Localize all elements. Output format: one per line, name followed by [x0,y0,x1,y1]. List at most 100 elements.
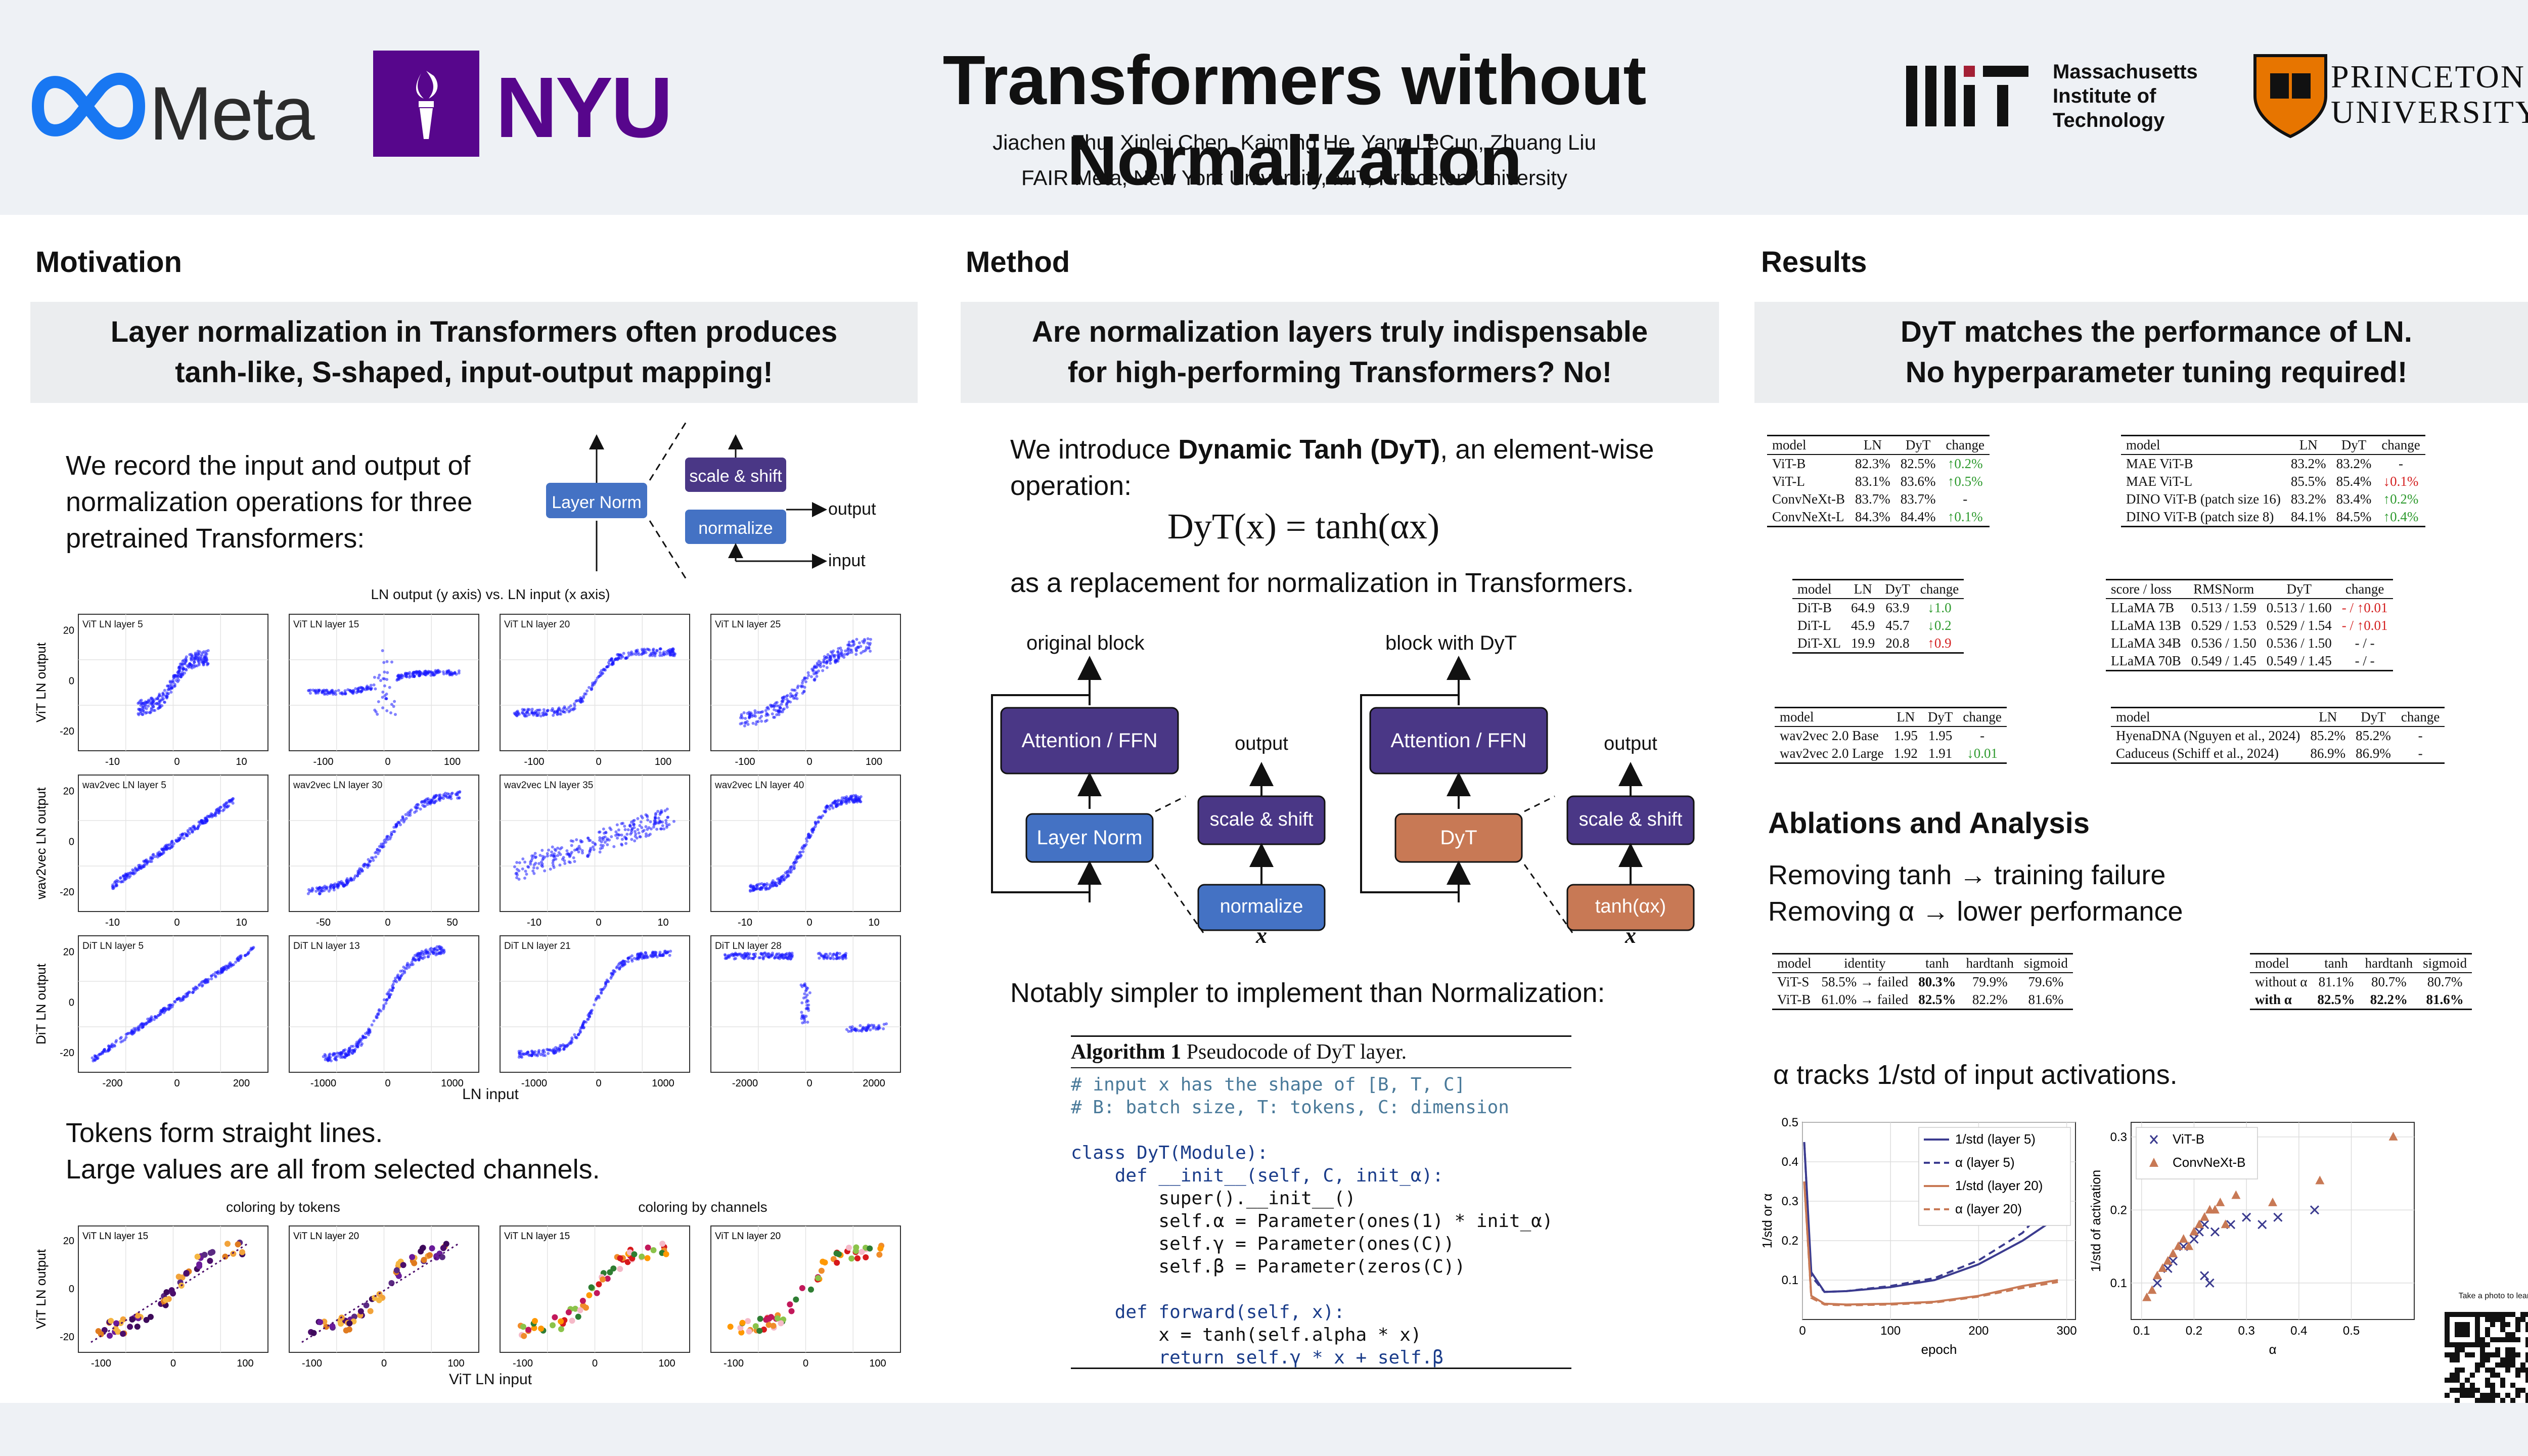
colored-panel-label: ViT LN layer 20 [715,1231,781,1242]
x-tick-label: 0 [806,917,812,928]
ablation-heading: Ablations and Analysis [1768,807,2090,840]
table-cell: 82.2% [1961,991,2019,1010]
table-cell: 86.9% [2351,745,2396,764]
colored-panel-label: ViT LN layer 15 [504,1231,570,1242]
table-cell: 82.5% [2312,991,2360,1010]
qr-finder-core [2455,1322,2470,1337]
table-row: ConvNeXt-L 84.3% 84.4% ↑0.1% [1767,508,1990,527]
table-header: LN [2285,435,2331,455]
table-cell: 45.7 [1885,618,1910,633]
colored-scatter-row: ViT LN layer 15 -100 0 100 20 0 -20 ViT LN laye… [30,1216,925,1383]
x-tick-label: 100 [658,1358,675,1369]
ln-scatter-points [513,807,675,881]
x-tick-label: 0 [806,756,812,767]
block-diagram-svg [991,656,1695,933]
motivation-banner-line1: Layer normalization in Transformers ofte… [110,315,838,348]
scatter-point [2258,1220,2267,1230]
motivation-text: We record the input and output of normal… [66,450,473,554]
table-header: tanh [1913,953,1961,973]
series-line [1803,1142,2059,1293]
x-tick-label: 0 [174,917,179,928]
ln-scatter-points [748,794,863,893]
table-row: with α 82.5% 82.2% 81.6% [2250,991,2472,1010]
x-tick-label: -100 [313,756,333,767]
table-cell: 58.5% → failed [1821,974,1909,989]
simpler-text: Notably simpler to implement than Normal… [1010,978,1605,1008]
table-cell: wav2vec 2.0 Base [1780,728,1879,743]
meta-infinity-icon [31,73,146,140]
table-cell: ConvNeXt-B [1772,491,1845,507]
code-line: def forward(self, x): [1071,1302,1345,1323]
table-cell: 83.4% [2336,491,2372,507]
ln-panel-label: DiT LN layer 5 [82,941,144,951]
table-row: without α 81.1% 80.7% 80.7% [2250,973,2472,991]
table-row: HyenaDNA (Nguyen et al., 2024) 85.2% 85.2%… [2111,726,2445,745]
table-header: DyT [2331,435,2377,455]
table-cell: LLaMA 13B [2111,618,2181,633]
poster-title: Transformers without Normalization [942,41,1647,200]
token-line [91,1243,248,1343]
table-header: DyT [1895,435,1941,455]
y-tick-label: 0 [69,997,74,1008]
motivation-banner: Layer normalization in Transformers ofte… [30,302,918,403]
table-cell: - [2396,745,2445,764]
table-cell: - [2399,456,2404,471]
wav2vec-results-table: model LN DyT change wav2vec 2.0 Base 1.95 1.95… [1775,707,2007,764]
table-dna: model LN DyT change HyenaDNA (Nguyen et al.,… [2111,707,2445,764]
table-cell: DINO ViT-B (patch size 16) [2126,491,2281,507]
scatter-point [2184,1241,2194,1250]
motivation-heading: Motivation [35,246,182,279]
scatter-point [2273,1212,2283,1222]
y-tick-label: 0.1 [1782,1273,1798,1287]
table-row: LLaMA 70B 0.549 / 1.45 0.549 / 1.45- / - [2106,652,2393,671]
table-header: model [1772,953,1817,973]
algorithm-title-bold: Algorithm 1 [1071,1040,1182,1064]
table-cell: ViT-B [1772,991,1817,1010]
table-header: hardtanh [1961,953,2019,973]
table-cell: ↓1.0 [1927,600,1952,615]
table-cell: ↓0.1% [2383,474,2419,489]
meta-logo: Meta [28,61,351,156]
nyu-wordmark: NYU [495,60,673,156]
table-header: hardtanh [2360,953,2418,973]
y-tick-label: 20 [63,786,74,797]
table-header: DyT [2351,707,2396,727]
table-cell: 84.1% [2285,508,2331,527]
x-tick-label: -1000 [521,1078,547,1089]
code-line [1071,1119,1571,1142]
y-tick-label: 0.3 [1782,1195,1798,1208]
legend-label: 1/std (layer 20) [1955,1178,2043,1193]
x-tick-label: -100 [735,756,755,767]
princeton-shield-icon [2253,54,2327,139]
legend: ViT-B ConvNeXt-B [2136,1127,2258,1179]
alpha-line-chart-svg: 0.1 0.2 0.3 0.4 0.5 0 100 200 300 epoch 1/std or α… [1759,1116,2077,1357]
x-tick-label: 100 [237,1358,253,1369]
x-tick-label: 0 [174,756,179,767]
table-cell: 83.2% [2290,491,2326,507]
scatter-point [2205,1278,2215,1288]
table-cell: 1.95 [1928,728,1953,743]
table-header: LN [1850,435,1895,455]
table-cell: 79.9% [1972,974,2008,989]
scatter-point [2179,1234,2188,1243]
ln-scatter-points [739,637,873,727]
ln-scatter-points [137,649,210,716]
dyt-ss-label: scale & shift [1578,809,1683,830]
table-header: identity [1816,953,1914,973]
table-cell: ↑0.4% [2376,508,2425,527]
method-banner-line2: for high-performing Transformers? No! [1067,356,1612,389]
table-cell: 20.8 [1880,634,1915,654]
code-line: # input x has the shape of [B, T, C] [1071,1074,1466,1095]
ln-panel-label: wav2vec LN layer 40 [714,780,804,791]
code-line: return self.γ * x + self.β [1071,1347,1443,1368]
series-line [1803,1142,2059,1293]
x-tick-label: 0 [596,1078,601,1089]
tanh-box [1566,884,1695,931]
table-cell: ViT-B [1772,456,1806,471]
table-cell: 63.9 [1885,600,1910,615]
table-cell: DiT-L [1797,618,1831,633]
ln-scatter-points [306,790,462,896]
y-tick-label: 20 [63,625,74,636]
table-cell: ViT-S [1777,974,1810,989]
x-tick-label: 0.5 [2343,1324,2360,1338]
